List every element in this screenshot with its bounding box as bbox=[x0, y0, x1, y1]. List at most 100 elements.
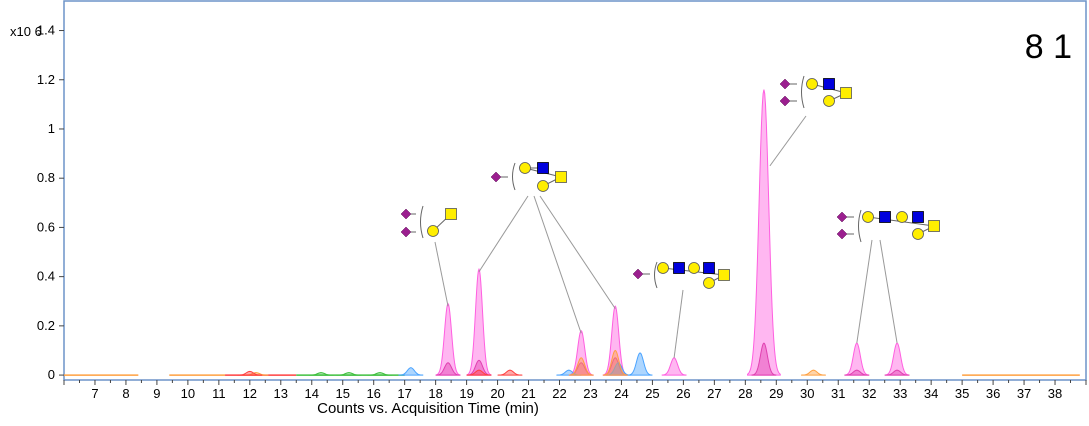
x-tick-label: 36 bbox=[986, 386, 1000, 401]
galactose-circle-icon bbox=[703, 277, 715, 289]
x-tick-label: 25 bbox=[645, 386, 659, 401]
x-axis: 7 8 9 10 11 12 13 14 15 16 17 18 19 20 21 22 23 24 25 26 27 2… bbox=[63, 380, 1087, 401]
y-tick-label: 1 bbox=[48, 121, 55, 136]
y-tick-label: 0 bbox=[48, 367, 55, 382]
glycan-bracket bbox=[654, 261, 658, 289]
y-tick-label: 0.2 bbox=[37, 318, 55, 333]
x-tick-label: 23 bbox=[583, 386, 597, 401]
x-tick-label: 33 bbox=[893, 386, 907, 401]
x-tick-label: 9 bbox=[153, 386, 160, 401]
galnac-square-icon bbox=[445, 208, 457, 220]
glcnac-square-icon bbox=[537, 162, 549, 174]
galnac-square-icon bbox=[928, 220, 940, 232]
x-tick-label: 16 bbox=[366, 386, 380, 401]
chromatogram-peak bbox=[884, 342, 910, 376]
galactose-circle-icon bbox=[537, 180, 549, 192]
glcnac-square-icon bbox=[673, 262, 685, 274]
chromatogram-peak bbox=[435, 362, 461, 376]
chromatogram-peak bbox=[844, 369, 870, 376]
x-tick-label: 35 bbox=[955, 386, 969, 401]
x-tick-label: 32 bbox=[862, 386, 876, 401]
galnac-square-icon bbox=[555, 171, 567, 183]
chromatogram-peak bbox=[627, 352, 653, 376]
glycan-bracket bbox=[858, 209, 862, 243]
leader-line bbox=[879, 239, 898, 344]
x-tick-label: 29 bbox=[769, 386, 783, 401]
chromatogram-peak bbox=[844, 342, 870, 376]
chromatogram-peak bbox=[884, 369, 910, 376]
plot-frame bbox=[63, 0, 1087, 381]
neu5ac-diamond-icon bbox=[779, 95, 791, 107]
galactose-circle-icon bbox=[823, 95, 835, 107]
chromatogram-peak bbox=[801, 369, 826, 376]
neu5ac-diamond-icon bbox=[836, 228, 848, 240]
leader-line bbox=[769, 115, 807, 167]
y-tick-label: 1.4 bbox=[37, 23, 55, 38]
chromatogram-peak bbox=[367, 372, 393, 376]
glcnac-square-icon bbox=[823, 78, 835, 90]
x-tick-label: 30 bbox=[800, 386, 814, 401]
x-tick-label: 22 bbox=[552, 386, 566, 401]
x-tick-label: 38 bbox=[1048, 386, 1062, 401]
galactose-circle-icon bbox=[688, 262, 700, 274]
leader-line-layer bbox=[434, 115, 898, 358]
x-tick-label: 13 bbox=[274, 386, 288, 401]
y-axis: 0 0.2 0.4 0.6 0.8 1 1.2 1.4 bbox=[37, 23, 64, 382]
x-tick-label: 12 bbox=[243, 386, 257, 401]
x-tick-label: 21 bbox=[521, 386, 535, 401]
x-tick-label: 24 bbox=[614, 386, 628, 401]
glycan-bracket bbox=[512, 162, 516, 191]
glcnac-square-icon bbox=[912, 211, 924, 223]
glycan-bracket bbox=[801, 75, 805, 109]
leader-line bbox=[533, 195, 582, 334]
chromatogram-peak bbox=[336, 372, 362, 376]
x-tick-label: 31 bbox=[831, 386, 845, 401]
chromatogram-peak bbox=[398, 367, 424, 376]
neu5ac-diamond-icon bbox=[400, 226, 412, 238]
chromatogram-peak bbox=[466, 267, 492, 376]
galactose-circle-icon bbox=[519, 162, 531, 174]
leader-line bbox=[856, 239, 873, 344]
chromatogram-peak bbox=[308, 372, 334, 376]
series-layer bbox=[237, 89, 910, 376]
x-tick-label: 37 bbox=[1017, 386, 1031, 401]
galactose-circle-icon bbox=[862, 211, 874, 223]
x-tick-label: 14 bbox=[305, 386, 319, 401]
neu5ac-diamond-icon bbox=[632, 268, 644, 280]
galnac-square-icon bbox=[718, 269, 730, 281]
panel-label: 8 1 bbox=[1025, 28, 1072, 66]
galactose-circle-icon bbox=[806, 78, 818, 90]
x-tick-label: 26 bbox=[676, 386, 690, 401]
chromatogram-peak bbox=[747, 89, 781, 376]
y-tick-label: 0.6 bbox=[37, 219, 55, 234]
leader-line bbox=[434, 241, 449, 307]
galnac-square-icon bbox=[840, 87, 852, 99]
galactose-circle-icon bbox=[427, 225, 439, 237]
leader-line bbox=[539, 195, 616, 309]
y-tick-label: 0.8 bbox=[37, 170, 55, 185]
x-tick-label: 18 bbox=[428, 386, 442, 401]
chromatogram-peak bbox=[568, 357, 594, 376]
x-tick-label: 20 bbox=[490, 386, 504, 401]
x-tick-label: 15 bbox=[335, 386, 349, 401]
y-tick-label: 1.2 bbox=[37, 72, 55, 87]
chromatogram-peak bbox=[751, 342, 777, 376]
glycan-bracket bbox=[420, 205, 424, 239]
chromatogram-peak bbox=[466, 369, 492, 376]
galactose-circle-icon bbox=[657, 262, 669, 274]
glycan-annotation-layer bbox=[400, 75, 940, 289]
neu5ac-diamond-icon bbox=[490, 171, 502, 183]
x-tick-label: 11 bbox=[212, 386, 226, 401]
chromatogram-peak bbox=[497, 369, 523, 376]
chromatogram-peak bbox=[661, 357, 687, 376]
glcnac-square-icon bbox=[703, 262, 715, 274]
x-tick-label: 8 bbox=[122, 386, 129, 401]
x-tick-label: 28 bbox=[738, 386, 752, 401]
leader-line bbox=[673, 289, 684, 358]
neu5ac-diamond-icon bbox=[779, 78, 791, 90]
leader-line bbox=[478, 195, 529, 272]
y-multiplier-label: x10 6 bbox=[10, 24, 42, 39]
neu5ac-diamond-icon bbox=[836, 211, 848, 223]
